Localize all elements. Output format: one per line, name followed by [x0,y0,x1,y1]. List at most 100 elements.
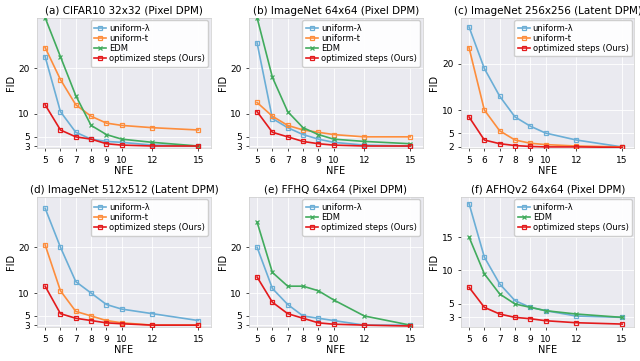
uniform-λ [465,25,473,29]
EDM [72,93,79,98]
Legend: uniform-λ, EDM, optimized steps (Ours): uniform-λ, EDM, optimized steps (Ours) [303,199,420,235]
uniform-t [87,114,95,118]
Legend: uniform-λ, uniform-t, optimized steps (Ours): uniform-λ, uniform-t, optimized steps (O… [515,20,632,56]
uniform-λ [299,314,307,318]
EDM [102,132,110,137]
optimized steps (Ours) [195,323,202,327]
uniform-λ [87,291,95,295]
optimized steps (Ours) [572,145,580,149]
uniform-λ [148,312,156,316]
EDM [118,137,125,141]
EDM [269,75,276,79]
optimized steps (Ours) [360,323,368,327]
EDM [148,140,156,144]
X-axis label: NFE: NFE [538,166,557,176]
EDM [195,144,202,148]
optimized steps (Ours) [330,143,337,147]
Y-axis label: FID: FID [6,254,15,270]
optimized steps (Ours) [572,321,580,325]
optimized steps (Ours) [56,128,64,132]
uniform-λ [465,201,473,206]
optimized steps (Ours) [118,322,125,326]
EDM [299,284,307,288]
Line: uniform-λ: uniform-λ [467,201,625,320]
uniform-λ [195,318,202,323]
optimized steps (Ours) [195,144,202,148]
uniform-t [87,314,95,318]
EDM [284,284,292,288]
X-axis label: NFE: NFE [538,345,557,356]
uniform-λ [542,309,550,313]
uniform-t [527,141,534,145]
uniform-λ [496,94,504,98]
uniform-t [269,114,276,118]
Legend: uniform-λ, uniform-t, optimized steps (Ours): uniform-λ, uniform-t, optimized steps (O… [90,199,208,235]
EDM [56,55,64,59]
uniform-λ [284,303,292,307]
optimized steps (Ours) [314,142,322,146]
EDM [314,288,322,293]
optimized steps (Ours) [56,312,64,316]
uniform-λ [102,139,110,144]
Y-axis label: FID: FID [429,254,440,270]
EDM [284,109,292,114]
EDM [496,292,504,296]
Line: uniform-t: uniform-t [467,45,625,149]
EDM [511,302,519,306]
EDM [527,305,534,309]
uniform-t [496,129,504,133]
uniform-t [148,323,156,327]
Line: uniform-t: uniform-t [43,45,201,132]
Title: (a) CIFAR10 32x32 (Pixel DPM): (a) CIFAR10 32x32 (Pixel DPM) [45,5,203,16]
uniform-λ [314,137,322,141]
uniform-t [195,128,202,132]
Line: optimized steps (Ours): optimized steps (Ours) [255,275,413,329]
uniform-t [253,100,261,105]
optimized steps (Ours) [481,305,488,309]
optimized steps (Ours) [253,109,261,114]
uniform-t [481,108,488,112]
uniform-λ [253,245,261,249]
optimized steps (Ours) [511,315,519,319]
Line: optimized steps (Ours): optimized steps (Ours) [467,285,625,326]
uniform-λ [496,282,504,286]
uniform-t [72,309,79,314]
EDM [572,312,580,316]
X-axis label: NFE: NFE [326,345,346,356]
optimized steps (Ours) [269,130,276,134]
Line: optimized steps (Ours): optimized steps (Ours) [467,114,625,150]
uniform-λ [360,143,368,147]
uniform-λ [102,303,110,307]
Line: uniform-λ: uniform-λ [43,54,201,148]
optimized steps (Ours) [496,312,504,316]
uniform-λ [572,138,580,142]
optimized steps (Ours) [87,137,95,141]
optimized steps (Ours) [330,322,337,326]
Y-axis label: FID: FID [6,75,15,91]
uniform-t [195,323,202,327]
uniform-λ [542,131,550,135]
optimized steps (Ours) [527,317,534,321]
Title: (b) ImageNet 64x64 (Pixel DPM): (b) ImageNet 64x64 (Pixel DPM) [253,5,419,16]
Title: (e) FFHQ 64x64 (Pixel DPM): (e) FFHQ 64x64 (Pixel DPM) [264,185,408,195]
uniform-λ [87,137,95,141]
uniform-λ [511,115,519,119]
optimized steps (Ours) [496,142,504,146]
Line: EDM: EDM [43,15,201,148]
optimized steps (Ours) [314,321,322,325]
uniform-λ [330,140,337,144]
Line: EDM: EDM [255,15,413,146]
uniform-λ [42,206,49,210]
EDM [406,142,414,146]
uniform-λ [118,307,125,311]
optimized steps (Ours) [360,144,368,148]
Line: EDM: EDM [255,219,413,327]
X-axis label: NFE: NFE [326,166,346,176]
Line: uniform-λ: uniform-λ [467,25,625,149]
uniform-λ [481,66,488,71]
uniform-λ [72,130,79,134]
uniform-λ [618,145,626,149]
EDM [481,272,488,276]
uniform-λ [42,55,49,59]
uniform-t [314,130,322,134]
